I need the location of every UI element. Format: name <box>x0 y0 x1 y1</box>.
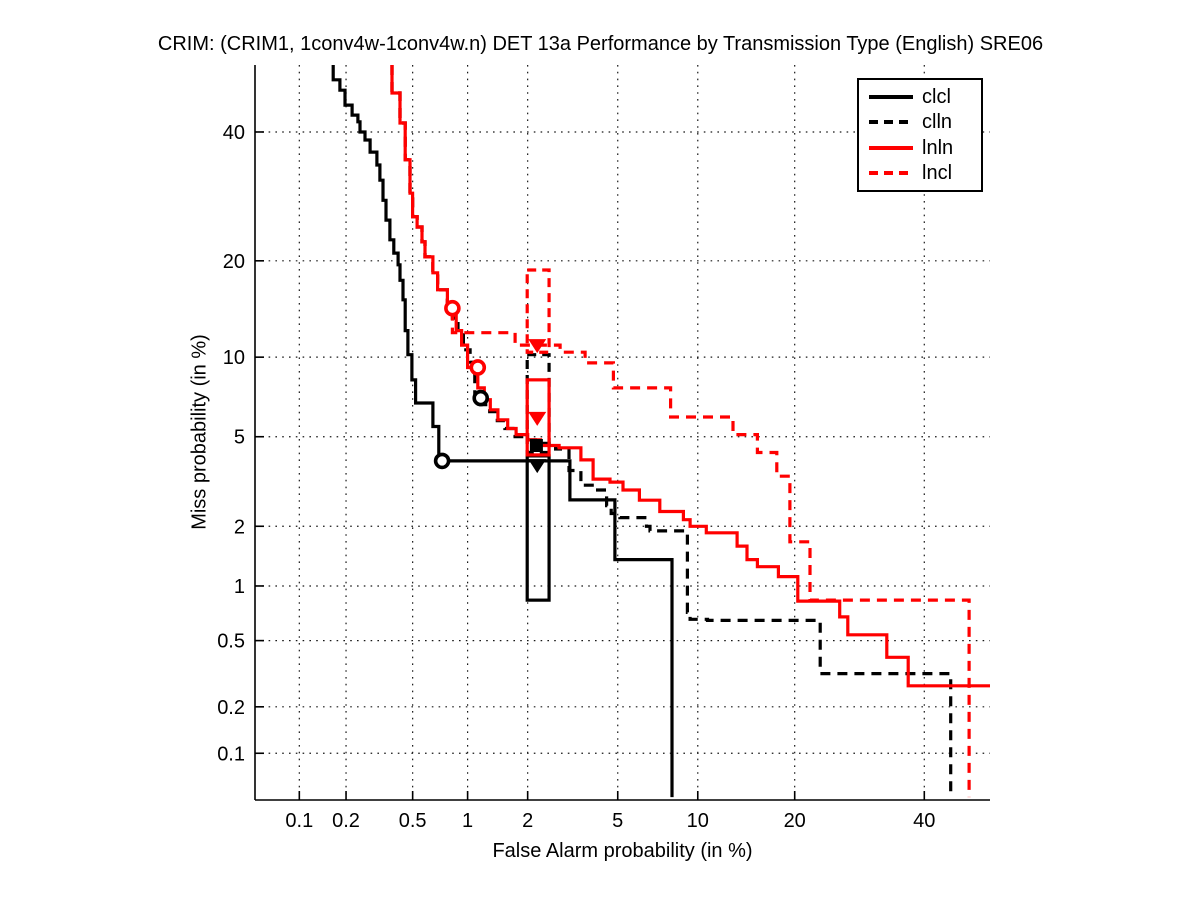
y-tick-label: 2 <box>234 516 245 538</box>
legend-line-sample-dashed-red <box>869 171 913 176</box>
act-dcf-triangle-lnln <box>528 411 547 426</box>
chart-title: CRIM: (CRIM1, 1conv4w-1conv4w.n) DET 13a… <box>157 33 1044 55</box>
det-curve-clcl <box>331 65 674 798</box>
x-tick-label: 1 <box>462 810 473 832</box>
axes-frame <box>254 65 990 801</box>
dcf-box-lncl <box>525 268 551 354</box>
min-dcf-circle-clcl <box>433 452 451 470</box>
min-dcf-circle-clln <box>472 389 490 407</box>
x-tick-label: 20 <box>784 810 806 832</box>
min-dcf-circle-lnln <box>469 359 487 376</box>
legend-line-sample-solid-red <box>869 145 913 150</box>
x-tick-label: 10 <box>687 810 709 832</box>
x-tick-label: 0.5 <box>399 810 427 832</box>
y-tick-label: 1 <box>234 576 245 598</box>
y-tick-label: 10 <box>223 347 245 369</box>
legend-item-clcl: clcl <box>859 85 981 109</box>
y-tick-label: 0.2 <box>217 697 245 719</box>
legend-line-sample-dashed-black <box>869 120 913 125</box>
det-curve-lncl <box>390 65 971 798</box>
y-tick-label: 0.5 <box>217 631 245 653</box>
grid-lines <box>255 65 990 800</box>
act-dcf-square-clln <box>529 439 543 453</box>
dcf-markers <box>433 299 547 474</box>
x-tick-label: 5 <box>612 810 623 832</box>
min-dcf-circle-lncl <box>444 299 461 317</box>
dcf-box-lnln <box>525 378 551 457</box>
x-tick-label: 0.2 <box>332 810 360 832</box>
x-tick-label: 2 <box>522 810 533 832</box>
y-tick-label: 40 <box>223 122 245 144</box>
legend-box: clcl clln lnln lncl <box>857 78 983 192</box>
act-dcf-triangle-lncl <box>528 339 547 354</box>
legend-item-clln: clln <box>859 110 981 134</box>
y-tick-label: 20 <box>223 251 245 273</box>
legend-label: lnln <box>922 136 954 159</box>
legend-item-lnln: lnln <box>859 136 981 160</box>
x-axis-label: False Alarm probability (in %) <box>492 840 753 862</box>
dcf-box-clcl <box>525 454 551 602</box>
legend-label: lncl <box>922 162 953 185</box>
legend-label: clln <box>922 111 953 134</box>
x-tick-label: 0.1 <box>285 810 313 832</box>
dcf-boxes <box>525 268 551 602</box>
legend-line-sample-solid-black <box>869 94 913 99</box>
x-tick-label: 40 <box>913 810 935 832</box>
y-tick-label: 0.1 <box>217 743 245 765</box>
y-tick-label: 5 <box>234 427 245 449</box>
y-axis-label: Miss probability (in %) <box>188 334 211 530</box>
act-dcf-triangle-clcl <box>528 459 547 474</box>
legend-label: clcl <box>922 85 951 108</box>
tick-labels: 0.1 0.2 0.5 1 2 5 10 20 40 0.1 0.2 0.5 1 2 5 10 20 40 <box>217 122 935 832</box>
dcf-box-clln <box>525 353 551 455</box>
legend-item-lncl: lncl <box>859 161 981 185</box>
